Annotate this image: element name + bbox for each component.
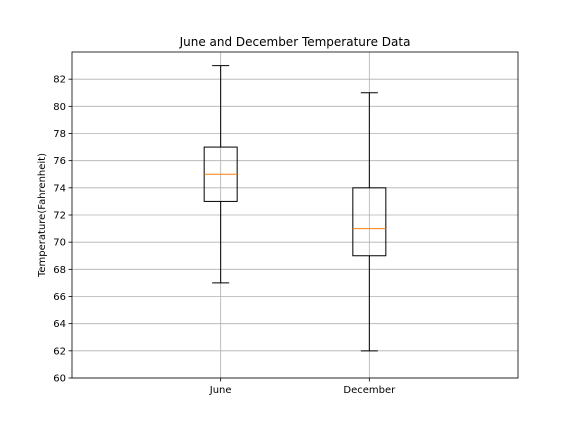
iqr-box bbox=[352, 187, 387, 257]
y-tick-label: 60 bbox=[53, 374, 66, 385]
y-tick-label: 78 bbox=[53, 129, 66, 140]
grid-lines bbox=[72, 52, 518, 379]
box-june bbox=[203, 65, 238, 284]
y-tick-label: 64 bbox=[53, 319, 66, 330]
y-tick-label: 76 bbox=[53, 156, 66, 167]
y-tick-label: 80 bbox=[53, 102, 66, 113]
y-axis-label: Temperature(Fahrenheit) bbox=[37, 153, 48, 278]
x-tick-label: December bbox=[343, 385, 396, 396]
y-tick-label: 70 bbox=[53, 238, 66, 249]
y-tick-label: 74 bbox=[53, 183, 66, 194]
axes: 60 62 64 66 68 70 72 74 76 78 80 82 June December bbox=[53, 75, 396, 396]
boxes bbox=[203, 65, 387, 352]
y-tick-label: 62 bbox=[53, 346, 66, 357]
chart-title: June and December Temperature Data bbox=[179, 35, 411, 49]
y-tick-label: 72 bbox=[53, 211, 66, 222]
y-tick-label: 66 bbox=[53, 292, 66, 303]
y-tick-label: 68 bbox=[53, 265, 66, 276]
y-tick-label: 82 bbox=[53, 75, 66, 86]
x-tick-label: June bbox=[209, 385, 232, 396]
plot-frame bbox=[71, 51, 519, 379]
box-december bbox=[352, 92, 387, 352]
